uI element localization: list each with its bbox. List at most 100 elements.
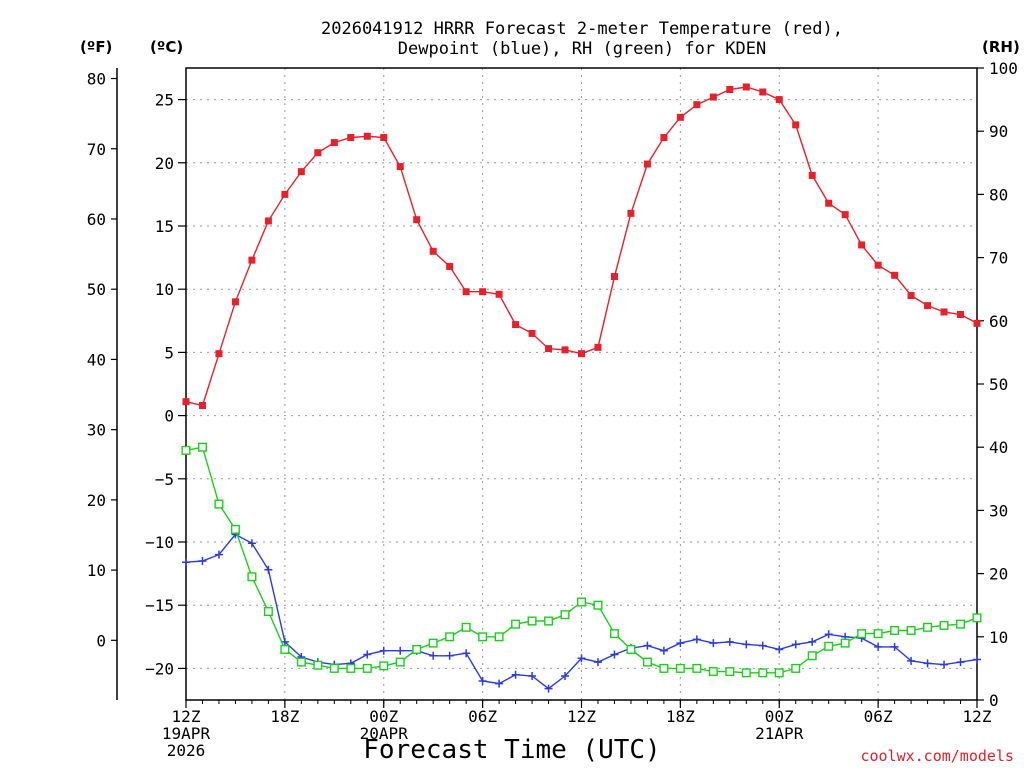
- temperature-point: [396, 163, 404, 171]
- celsius-unit-label: (ºC): [150, 38, 183, 56]
- temperature-point: [957, 310, 965, 318]
- celsius-tick-label: 0: [164, 407, 174, 426]
- temperature-point: [347, 134, 355, 142]
- rh-point: [741, 668, 751, 678]
- x-tick-label: 12Z: [172, 707, 201, 726]
- rh-point: [379, 661, 389, 671]
- temperature-point: [841, 211, 849, 219]
- rh-point: [280, 644, 290, 654]
- temperature-point: [297, 168, 305, 176]
- celsius-tick-label: −10: [145, 533, 174, 552]
- fahrenheit-tick-label: 70: [87, 140, 106, 159]
- rh-point: [263, 607, 273, 617]
- rh-point: [642, 657, 652, 667]
- temperature-point: [742, 83, 750, 91]
- dewpoint-point: [396, 646, 405, 655]
- dewpoint-point: [742, 640, 751, 649]
- celsius-tick-label: 5: [164, 343, 174, 362]
- fahrenheit-unit-label: (ºF): [80, 38, 112, 56]
- x-tick-label: 18Z: [270, 707, 299, 726]
- rh-unit-label: (RH): [982, 38, 1020, 56]
- rh-point: [362, 663, 372, 673]
- dewpoint-point: [214, 550, 223, 559]
- temperature-point: [215, 350, 223, 358]
- rh-point: [873, 629, 883, 639]
- temperature-point: [561, 346, 569, 354]
- rh-point: [807, 651, 817, 661]
- celsius-axis: 25 20 15 10 5 0 −5 −10 −15 −20: [145, 91, 186, 678]
- x-tick-label: 12Z: [567, 707, 596, 726]
- dewpoint-point: [973, 655, 981, 664]
- rh-tick-label: 80: [989, 185, 1008, 204]
- series-rh: [181, 442, 982, 678]
- temperature-point: [594, 343, 602, 351]
- dewpoint-point: [511, 670, 520, 679]
- rh-tick-label: 70: [989, 249, 1008, 268]
- rh-point: [247, 572, 257, 582]
- temperature-point: [330, 139, 338, 147]
- dewpoint-point: [874, 642, 883, 651]
- rh-point: [725, 667, 735, 677]
- rh-point: [412, 644, 422, 654]
- rh-point: [593, 600, 603, 610]
- temperature-point: [545, 345, 553, 353]
- dewpoint-point: [544, 684, 553, 693]
- x-tick-label: 06Z: [468, 707, 497, 726]
- x-tick-label: 18Z: [666, 707, 695, 726]
- temperature-point: [314, 149, 322, 157]
- rh-point: [675, 663, 685, 673]
- dewpoint-point: [940, 660, 949, 669]
- dewpoint-point: [890, 642, 899, 651]
- temperature-point: [610, 273, 618, 281]
- dewpoint-point: [709, 639, 718, 648]
- dewpoint-point: [692, 635, 701, 644]
- temperature-point: [676, 113, 684, 121]
- temperature-point: [891, 271, 899, 279]
- temperature-point: [660, 134, 668, 142]
- temperature-point: [182, 398, 190, 406]
- temperature-point: [363, 132, 371, 140]
- temperature-point: [198, 401, 206, 409]
- dewpoint-point: [429, 651, 438, 660]
- rh-point: [329, 663, 339, 673]
- temperature-point: [693, 101, 701, 109]
- rh-point: [197, 442, 207, 452]
- celsius-tick-label: −5: [155, 470, 174, 489]
- celsius-tick-label: −15: [145, 596, 174, 615]
- fahrenheit-tick-label: 20: [87, 491, 106, 510]
- fahrenheit-tick-label: 40: [87, 350, 106, 369]
- dewpoint-point: [379, 646, 388, 655]
- dewpoint-point: [923, 659, 932, 668]
- rh-point: [923, 622, 933, 632]
- rh-point: [296, 657, 306, 667]
- dewpoint-point: [907, 656, 916, 665]
- rh-tick-label: 40: [989, 438, 1008, 457]
- rh-point: [527, 616, 537, 626]
- x-tick-label: 2026: [167, 741, 206, 760]
- fahrenheit-tick-label: 80: [87, 70, 106, 89]
- rh-tick-label: 50: [989, 375, 1008, 394]
- fahrenheit-tick-label: 0: [96, 631, 106, 650]
- rh-point: [544, 616, 554, 626]
- x-tick-label: 06Z: [864, 707, 893, 726]
- rh-tick-label: 0: [989, 691, 999, 710]
- dewpoint-point: [643, 641, 652, 650]
- temperature-point: [775, 96, 783, 104]
- rh-point: [445, 632, 455, 642]
- temperature-point: [281, 190, 289, 198]
- rh-point: [428, 638, 438, 648]
- rh-tick-label: 20: [989, 565, 1008, 584]
- temperature-point: [874, 261, 882, 269]
- rh-point: [609, 629, 619, 639]
- rh-point: [906, 625, 916, 635]
- chart-title-line-2: Dewpoint (blue), RH (green) for KDEN: [398, 39, 766, 59]
- rh-point: [214, 499, 224, 509]
- dewpoint-point: [478, 677, 487, 686]
- dewpoint-point: [561, 671, 570, 680]
- temperature-point: [973, 319, 981, 327]
- dewpoint-point: [725, 637, 734, 646]
- rh-point: [890, 625, 900, 635]
- credit-text: coolwx.com/models: [860, 747, 1014, 765]
- dewpoint-point: [676, 639, 685, 648]
